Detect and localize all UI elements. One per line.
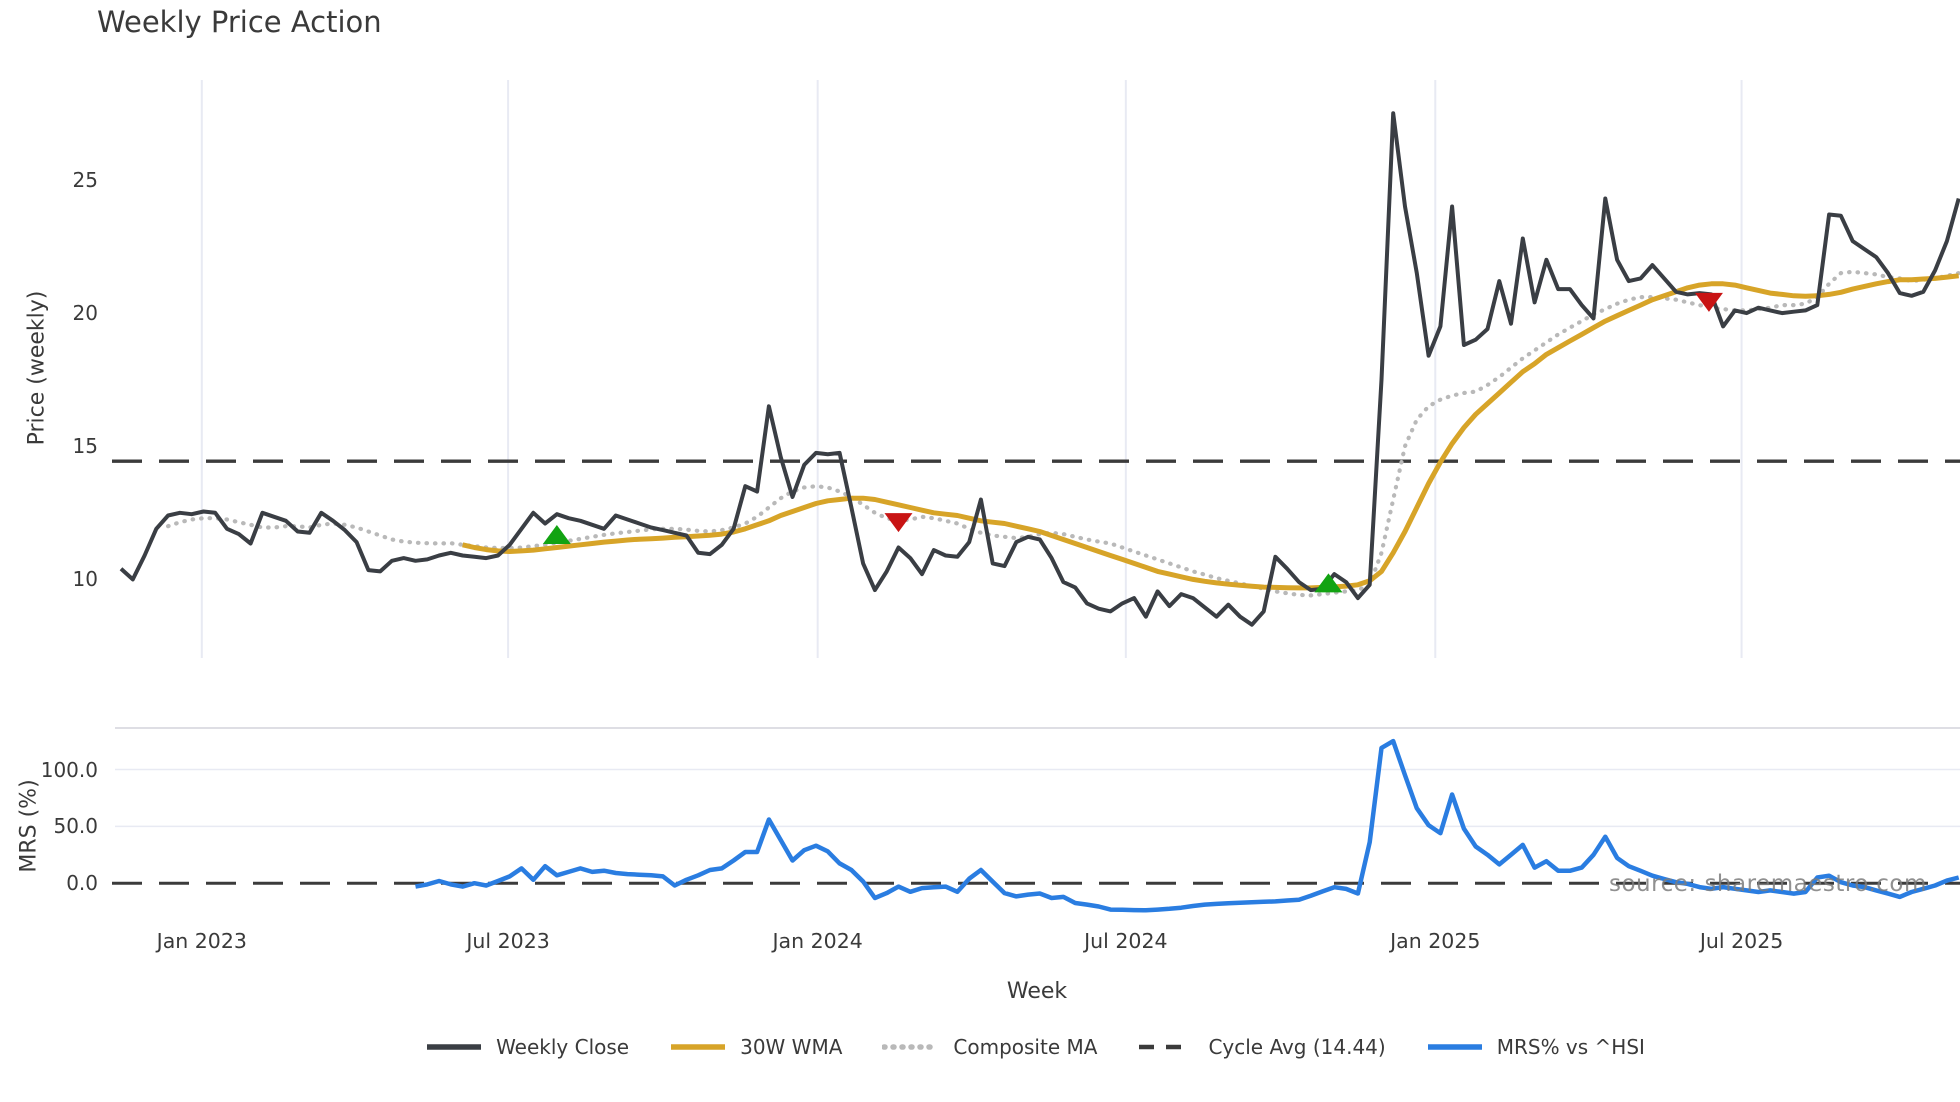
x-tick-label: Jul 2024 — [1084, 929, 1168, 953]
legend-label: Composite MA — [953, 1035, 1098, 1059]
price-tick-label: 10 — [72, 567, 98, 592]
series-weekly-close — [119, 111, 1960, 627]
legend-line-swatch — [427, 1044, 482, 1050]
legend-line-swatch — [671, 1044, 726, 1050]
price-tick-label: 15 — [72, 434, 98, 459]
legend-label: MRS% vs ^HSI — [1496, 1035, 1645, 1059]
chart-title: Weekly Price Action — [97, 5, 382, 39]
series-mrs-vs-hsi — [415, 738, 1960, 913]
x-tick-label: Jul 2023 — [466, 929, 550, 953]
buy-signal-marker — [1314, 573, 1343, 593]
legend-label: Cycle Avg (14.44) — [1208, 1035, 1386, 1059]
mrs-axis-label: MRS (%) — [16, 779, 42, 873]
series-30w-wma — [462, 273, 1959, 591]
x-tick-label: Jan 2025 — [1390, 929, 1481, 953]
legend-label: 30W WMA — [740, 1035, 843, 1059]
price-tick-label: 25 — [72, 167, 98, 192]
legend-line-swatch — [1427, 1044, 1482, 1050]
legend-line-swatch — [1139, 1044, 1194, 1050]
sell-signal-marker — [884, 513, 913, 533]
x-tick-label: Jan 2024 — [772, 929, 863, 953]
price-axis-label: Price (weekly) — [24, 290, 50, 446]
mrs-tick-label: 0.0 — [66, 871, 98, 896]
x-tick-label: Jul 2025 — [1699, 929, 1784, 953]
mrs-tick-label: 100.0 — [40, 757, 98, 782]
legend-item-weekly-close: Weekly Close — [425, 1035, 629, 1059]
x-axis-label: Week — [1006, 979, 1068, 1004]
legend-item-mrs-vs-hsi: MRS% vs ^HSI — [1426, 1035, 1645, 1059]
chart-legend: Weekly Close 30W WMA Composite MA Cycle Avg… — [55, 1035, 1960, 1059]
legend-item-composite-ma: Composite MA — [882, 1035, 1097, 1059]
series-composite-ma — [166, 269, 1960, 598]
mrs-tick-label: 50.0 — [53, 814, 98, 839]
legend-item-30w-wma: 30W WMA — [669, 1035, 842, 1059]
buy-signal-marker — [542, 524, 571, 544]
x-tick-label: Jan 2023 — [156, 929, 247, 953]
price-tick-label: 20 — [72, 301, 98, 326]
legend-line-swatch — [882, 1044, 941, 1050]
sell-signal-marker — [1694, 292, 1723, 312]
legend-item-cycle-avg-14-44-: Cycle Avg (14.44) — [1137, 1035, 1386, 1059]
source-watermark: source: sharemaestro.com — [1609, 871, 1927, 897]
legend-label: Weekly Close — [496, 1035, 630, 1059]
